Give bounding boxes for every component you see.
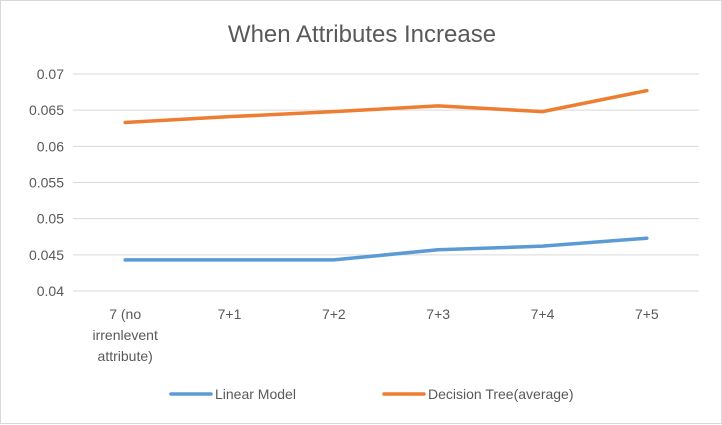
y-tick-label: 0.05: [37, 211, 64, 227]
y-axis-ticks: 0.04 0.045 0.05 0.055 0.06 0.065 0.07: [29, 66, 64, 299]
x-tick-label-line: 7+4: [531, 306, 555, 322]
x-tick-label: 7 (no irrenlevent attribute): [92, 306, 157, 364]
x-tick-label-line: 7+1: [218, 306, 242, 322]
legend-label: Linear Model: [215, 386, 296, 402]
y-tick-label: 0.065: [29, 102, 64, 118]
legend-label: Decision Tree(average): [428, 386, 574, 402]
legend: Linear Model Decision Tree(average): [171, 386, 574, 402]
y-tick-label: 0.07: [37, 66, 64, 82]
x-tick-label-line: irrenlevent: [92, 327, 157, 343]
x-tick-label-line: 7+5: [635, 306, 659, 322]
y-tick-label: 0.04: [37, 283, 64, 299]
x-tick-label-line: attribute): [98, 348, 153, 364]
y-tick-label: 0.045: [29, 247, 64, 263]
series-lines: [125, 91, 647, 260]
x-tick-label-line: 7 (no: [109, 306, 141, 322]
x-tick-label: 7+3: [426, 306, 450, 322]
y-tick-label: 0.055: [29, 175, 64, 191]
x-tick-label: 7+5: [635, 306, 659, 322]
x-axis-ticks: 7 (no irrenlevent attribute) 7+1 7+2 7+3 7+4 7+…: [92, 306, 658, 364]
series-line-1: [125, 91, 647, 123]
x-tick-label-line: 7+3: [426, 306, 450, 322]
series-line-0: [125, 238, 647, 260]
chart-title: When Attributes Increase: [228, 21, 496, 48]
x-tick-label: 7+4: [531, 306, 555, 322]
y-tick-label: 0.06: [37, 138, 64, 154]
x-tick-label: 7+1: [218, 306, 242, 322]
x-tick-label: 7+2: [322, 306, 346, 322]
x-tick-label-line: 7+2: [322, 306, 346, 322]
